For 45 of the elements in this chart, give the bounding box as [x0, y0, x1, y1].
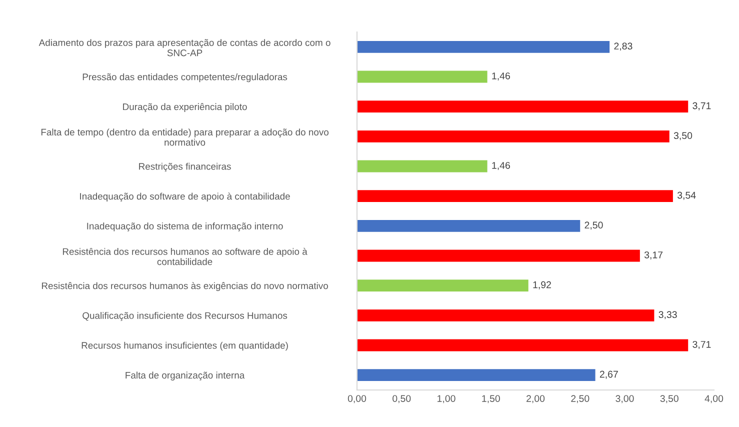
bar [357, 339, 688, 352]
bar [357, 70, 488, 83]
data-label: 1,46 [492, 72, 510, 81]
y-tick-label: Qualificação insuficiente dos Recursos Humanos [82, 312, 288, 321]
bar [357, 190, 673, 202]
bar [357, 369, 596, 382]
data-label: 1,92 [533, 281, 551, 290]
bar [357, 250, 640, 262]
bar [357, 130, 670, 142]
data-label: 2,67 [600, 370, 618, 379]
y-tick-label: Resistência dos recursos humanos às exigências do novo normativo [42, 282, 328, 292]
x-tick-label: 2,50 [571, 395, 590, 404]
y-tick-label: Restrições financeiras [139, 162, 231, 172]
bar [357, 100, 688, 113]
data-label: 3,17 [644, 251, 663, 260]
y-tick-label: Resistência dos recursos humanos ao software de apoio à contabilidade [62, 248, 308, 266]
data-label: 2,50 [584, 222, 603, 230]
y-tick-label: Adiamento dos prazos para apresentação de contas de acordo com o SNC-AP [38, 39, 330, 56]
y-tick-label: Inadequação do sistema de informação interno [87, 222, 283, 232]
data-label: 3,71 [692, 102, 711, 110]
x-tick-label: 0,50 [392, 395, 411, 404]
x-tick-label: 0,00 [348, 395, 366, 404]
data-label: 1,46 [492, 162, 510, 170]
data-label: 3,71 [692, 340, 711, 350]
x-tick-label: 3,50 [660, 395, 678, 404]
y-tick-label: Recursos humanos insuficientes (em quantidade) [82, 342, 288, 351]
data-label: 3,50 [674, 132, 692, 140]
bar [357, 220, 580, 232]
x-tick-label: 3,00 [616, 395, 634, 404]
data-label: 3,54 [677, 192, 696, 200]
bar [357, 40, 610, 53]
y-tick-label: Duração da experiência piloto [123, 103, 247, 112]
x-tick-label: 1,00 [438, 395, 456, 404]
x-tick-label: 4,00 [704, 395, 724, 404]
y-tick-label: Pressão das entidades competentes/reguladoras [82, 73, 288, 82]
y-tick-label: Inadequação do software de apoio à contabilidade [80, 192, 290, 202]
x-tick-label: 1,50 [482, 395, 500, 404]
bar [357, 160, 488, 172]
y-tick-label: Falta de organização interna [126, 372, 245, 381]
bar [357, 280, 528, 292]
x-tick-label: 2,00 [526, 395, 545, 404]
bar [357, 309, 654, 322]
data-label: 3,33 [658, 311, 677, 320]
y-tick-label: Falta de tempo (dentro da entidade) para preparar a adoção do novo normativo [41, 128, 329, 146]
data-label: 2,83 [614, 42, 632, 51]
